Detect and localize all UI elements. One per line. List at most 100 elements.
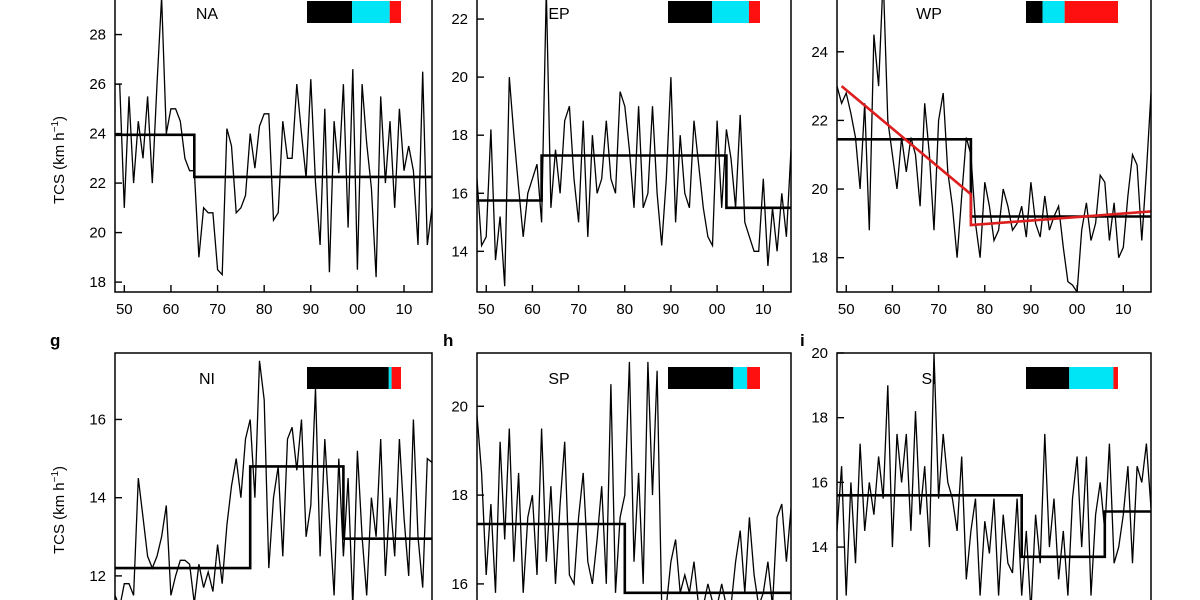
- stacked-bar: [668, 367, 760, 389]
- region-label: EP: [548, 6, 569, 23]
- y-tick-label: 20: [811, 181, 828, 198]
- bar-segment-red: [1064, 1, 1118, 23]
- y-tick-label: 22: [451, 11, 468, 28]
- y-tick-label: 18: [451, 487, 468, 504]
- bar-segment-red: [747, 367, 760, 389]
- series-step: [115, 465, 432, 570]
- bar-segment-black: [1026, 1, 1043, 23]
- stacked-bar: [1026, 367, 1118, 389]
- y-tick-label: 26: [89, 76, 106, 93]
- plot-frame: [114, 352, 433, 600]
- region-label: NI: [199, 371, 215, 388]
- bar-segment-black: [307, 367, 389, 389]
- bar-segment-cyan: [733, 367, 748, 389]
- series-raw: [477, 0, 791, 287]
- series-step: [115, 133, 432, 179]
- series-step: [837, 493, 1151, 559]
- panel-na: 18 20 22 24 26 28 50 60 70 80 90 00 10 NA: [89, 0, 433, 318]
- x-tick-label: 60: [524, 301, 541, 318]
- y-tick-label: 14: [811, 539, 828, 556]
- y-tick-label: 16: [451, 185, 468, 202]
- y-tick-label: 14: [451, 243, 468, 260]
- bar-segment-red: [748, 1, 760, 23]
- y-tick-label: 28: [89, 27, 106, 44]
- bar-segment-red: [389, 1, 401, 23]
- y-tick-label: 20: [811, 345, 828, 362]
- y-tick-label: 18: [451, 127, 468, 144]
- y-tick-label: 16: [811, 474, 828, 491]
- panel-letter: g: [50, 331, 60, 350]
- x-tick-label: 70: [570, 301, 587, 318]
- series-raw: [115, 360, 432, 600]
- panel-ni: 12 14 16 NI g: [50, 331, 433, 600]
- series-raw: [837, 353, 1151, 600]
- x-tick-label: 00: [709, 301, 726, 318]
- y-axis-label-top: TCS (km h−1): [50, 116, 68, 204]
- series-raw: [115, 0, 432, 278]
- y-tick-label: 20: [451, 398, 468, 415]
- x-tick-label: 50: [478, 301, 495, 318]
- x-tick-label: 60: [163, 301, 180, 318]
- plot-frame: [114, 0, 433, 293]
- y-tick-label: 22: [811, 112, 828, 129]
- bar-segment-red: [1113, 367, 1118, 389]
- y-tick-label: 16: [451, 576, 468, 593]
- plot-frame: [476, 0, 792, 293]
- x-tick-label: 80: [976, 301, 993, 318]
- bar-segment-red: [391, 367, 401, 389]
- series-raw: [837, 0, 1151, 292]
- region-label: WP: [916, 6, 942, 23]
- y-tick-label: 18: [811, 410, 828, 427]
- bar-segment-black: [668, 1, 713, 23]
- x-tick-label: 90: [302, 301, 319, 318]
- bar-segment-cyan: [1042, 1, 1065, 23]
- x-tick-label: 60: [884, 301, 901, 318]
- y-tick-label: 12: [89, 568, 106, 585]
- panel-wp: 18 20 22 24 50 60 70 80 90 00 10 WP: [811, 0, 1152, 318]
- y-axis-label-bottom: TCS (km h−1): [50, 466, 68, 554]
- panel-letter: i: [800, 331, 805, 350]
- stacked-bar: [668, 1, 760, 23]
- bar-segment-cyan: [388, 367, 392, 389]
- series-step: [837, 138, 1151, 218]
- x-tick-label: 80: [616, 301, 633, 318]
- y-tick-label: 14: [89, 490, 106, 507]
- panel-si: 1214161820SIi: [800, 331, 1152, 600]
- stacked-bar: [1026, 1, 1118, 23]
- x-tick-label: 70: [930, 301, 947, 318]
- bar-segment-cyan: [1069, 367, 1114, 389]
- x-tick-label: 70: [209, 301, 226, 318]
- panel-ep: 14 16 18 20 22 50 60 70 80 90 00 10 EP: [451, 0, 792, 318]
- x-tick-label: 10: [1115, 301, 1132, 318]
- x-tick-label: 90: [663, 301, 680, 318]
- region-label: SP: [548, 371, 569, 388]
- plot-frame: [836, 352, 1152, 600]
- region-label: SI: [921, 371, 936, 388]
- series-trend: [840, 85, 1151, 227]
- stacked-bar: [307, 367, 401, 389]
- panel-sp: 16 18 20 SP h: [443, 331, 792, 600]
- y-tick-label: 24: [89, 126, 106, 143]
- bar-segment-cyan: [352, 1, 390, 23]
- y-tick-label: 20: [451, 69, 468, 86]
- plot-frame: [836, 0, 1152, 293]
- y-tick-label: 24: [811, 44, 828, 61]
- x-tick-label: 50: [116, 301, 133, 318]
- bar-segment-black: [307, 1, 353, 23]
- y-tick-label: 20: [89, 225, 106, 242]
- x-tick-label: 10: [396, 301, 413, 318]
- panel-letter: h: [443, 331, 453, 350]
- panels-group: 18 20 22 24 26 28 50 60 70 80 90 00 10 NA 14 16 18 20 22 50…: [50, 0, 1152, 600]
- y-tick-label: 18: [811, 250, 828, 267]
- y-tick-label: 18: [89, 274, 106, 291]
- x-tick-label: 50: [838, 301, 855, 318]
- x-tick-label: 90: [1023, 301, 1040, 318]
- bar-segment-black: [668, 367, 734, 389]
- x-tick-label: 80: [256, 301, 273, 318]
- x-tick-label: 00: [349, 301, 366, 318]
- y-tick-label: 22: [89, 175, 106, 192]
- plot-frame: [476, 352, 792, 600]
- y-tick-label: 16: [89, 411, 106, 428]
- region-label: NA: [196, 6, 219, 23]
